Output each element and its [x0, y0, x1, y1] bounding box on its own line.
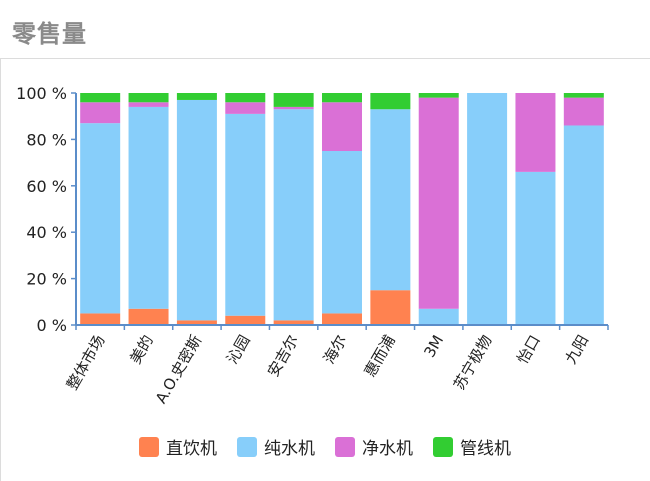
bar-segment — [80, 123, 121, 314]
bar-segment — [273, 93, 314, 107]
y-tick-label: 80 % — [26, 130, 67, 149]
bar-segment — [128, 93, 169, 103]
x-tick-label: 怡口 — [513, 332, 544, 367]
x-tick-label: 安吉尔 — [264, 332, 302, 380]
x-tick-label: 惠而浦 — [361, 332, 399, 380]
bar-segment — [176, 99, 217, 321]
bar-segment — [322, 93, 362, 103]
y-tick-label: 0 % — [37, 316, 67, 335]
bar-segment — [225, 102, 266, 114]
bar-segment — [515, 171, 556, 325]
x-tick-label: 九阳 — [562, 332, 593, 367]
bar-segment — [225, 93, 266, 103]
y-tick-label: 20 % — [26, 270, 67, 289]
x-tick-label: A.O.史密斯 — [152, 332, 205, 407]
bar-segment — [225, 113, 266, 316]
bar-segment — [563, 93, 604, 98]
bar-segment — [80, 313, 121, 325]
x-tick-label: 海尔 — [320, 332, 351, 367]
legend-item[interactable]: 净水机 — [335, 434, 413, 459]
bar-segment — [80, 102, 121, 124]
x-tick-label: 沁园 — [223, 332, 254, 367]
legend-label: 直饮机 — [166, 439, 217, 459]
bar-segment — [273, 320, 314, 325]
bar-segment — [370, 290, 411, 325]
bar-segment — [563, 125, 604, 325]
bar-segment — [370, 93, 411, 110]
bar-segment — [418, 93, 459, 98]
bar-segment — [322, 151, 362, 314]
title-divider — [0, 58, 650, 59]
legend-swatch — [433, 436, 453, 457]
x-tick-label: 苏宁极物 — [450, 332, 496, 393]
y-tick-label: 40 % — [26, 223, 67, 242]
bar-segment — [273, 109, 314, 321]
bar-segment — [128, 102, 169, 107]
x-tick-label: 整体市场 — [63, 332, 109, 393]
bar-segment — [370, 109, 411, 291]
bar-segment — [418, 308, 459, 325]
bar-segment — [515, 93, 556, 172]
bar-segment — [322, 102, 362, 151]
legend-label: 管线机 — [460, 439, 511, 459]
legend-swatch — [335, 436, 355, 457]
left-border — [0, 58, 1, 481]
x-tick-label: 美的 — [126, 332, 157, 367]
bar-segment — [225, 315, 266, 325]
chart-legend: 直饮机 纯水机 净水机 管线机 — [0, 434, 650, 459]
bar-segment — [176, 320, 217, 325]
legend-swatch — [237, 436, 257, 457]
bar-segment — [128, 106, 169, 309]
legend-label: 净水机 — [362, 439, 413, 459]
chart-title: 零售量 — [12, 20, 87, 48]
y-tick-label: 60 % — [26, 177, 67, 196]
bar-segment — [563, 97, 604, 126]
bar-segment — [80, 93, 121, 103]
legend-swatch — [139, 436, 159, 457]
bar-segment — [128, 308, 169, 325]
bar-segment — [467, 93, 508, 325]
legend-item[interactable]: 管线机 — [433, 434, 511, 459]
y-tick-label: 100 % — [16, 84, 67, 103]
legend-item[interactable]: 直饮机 — [139, 434, 217, 459]
legend-label: 纯水机 — [264, 439, 315, 459]
bar-segment — [176, 93, 217, 100]
bar-segment — [273, 106, 314, 110]
bar-segment — [418, 97, 459, 309]
bar-segment — [322, 313, 362, 325]
x-tick-label: 3M — [420, 332, 447, 360]
legend-item[interactable]: 纯水机 — [237, 434, 315, 459]
